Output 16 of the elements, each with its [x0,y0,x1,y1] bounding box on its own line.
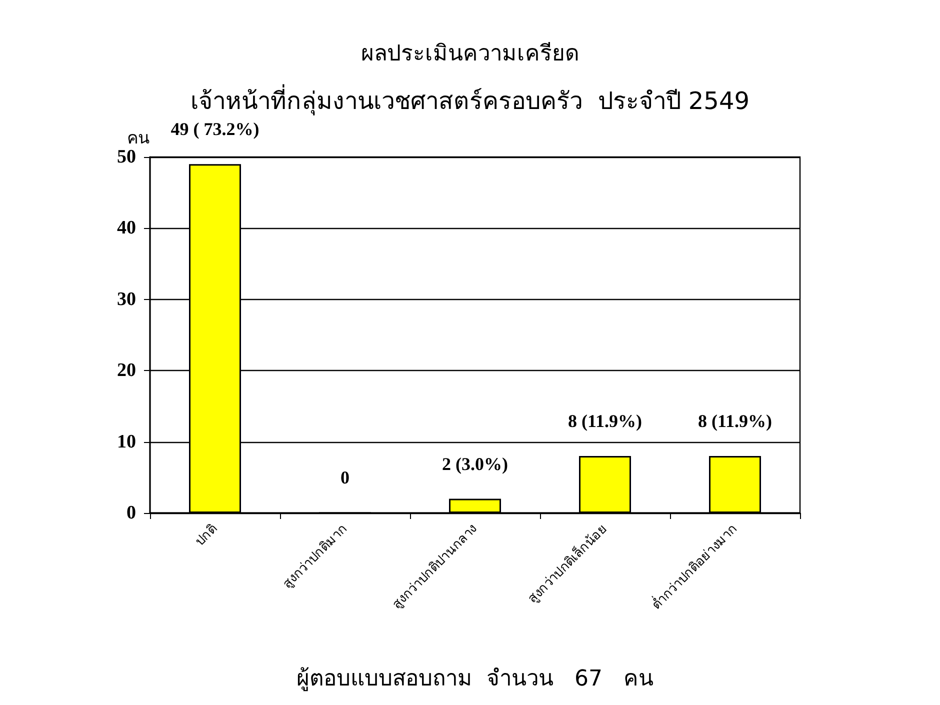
y-axis-title: คน [127,128,150,148]
x-axis-title: ผู้ตอบแบบสอบถาม จำนวน 67 คน [296,666,654,692]
chart-title: ผลประเมินความเครียด [361,42,579,66]
y-tick-label: 20 [117,360,136,382]
data-label: 0 [340,467,350,488]
data-label: 49 ( 73.2%) [170,119,260,140]
y-tick-label: 30 [117,288,136,310]
y-tick-label: 40 [117,218,136,239]
y-tick-label: 0 [126,502,136,524]
data-label: 8 (11.9%) [568,411,642,432]
x-tick-label: ปกติ [192,522,220,550]
chart-subtitle: เจ้าหน้าที่กลุ่มงานเวชศาสตร์ครอบครัว ประจำปี 2549 [190,84,750,116]
y-tick-label: 50 [117,146,136,168]
data-label: 2 (3.0%) [442,454,508,474]
y-tick-label: 10 [117,431,136,452]
data-label: 8 (11.9%) [698,411,772,432]
